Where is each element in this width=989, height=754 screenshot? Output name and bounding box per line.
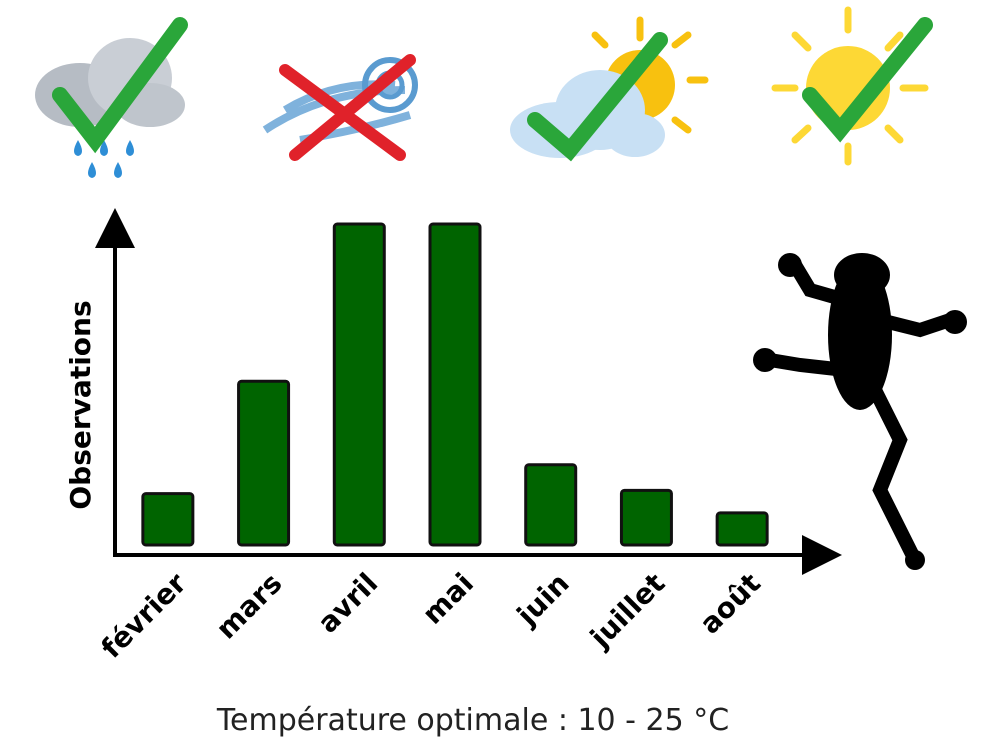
bar [237, 379, 291, 547]
bar [332, 222, 386, 547]
sun-icon [771, 6, 933, 166]
bar [141, 492, 195, 547]
bar [428, 222, 482, 547]
x-tick-label: juillet [583, 567, 671, 655]
bar [715, 511, 769, 547]
wind-icon [262, 54, 418, 161]
frog-silhouette [753, 253, 967, 570]
x-tick-label: avril [311, 567, 384, 640]
x-tick-label: juin [510, 567, 576, 633]
x-tick-label: mai [416, 567, 480, 631]
bar [619, 488, 673, 547]
footer: Température optimale : 10 - 25 °C [216, 703, 729, 738]
cloud-sun-icon [510, 16, 709, 162]
x-tick-label: mars [210, 567, 289, 646]
x-tick-label: août [693, 567, 767, 641]
x-tick-label: février [95, 566, 193, 664]
rain-icon [35, 17, 188, 178]
bar [524, 463, 578, 547]
y-axis-label: Observations [64, 300, 97, 509]
